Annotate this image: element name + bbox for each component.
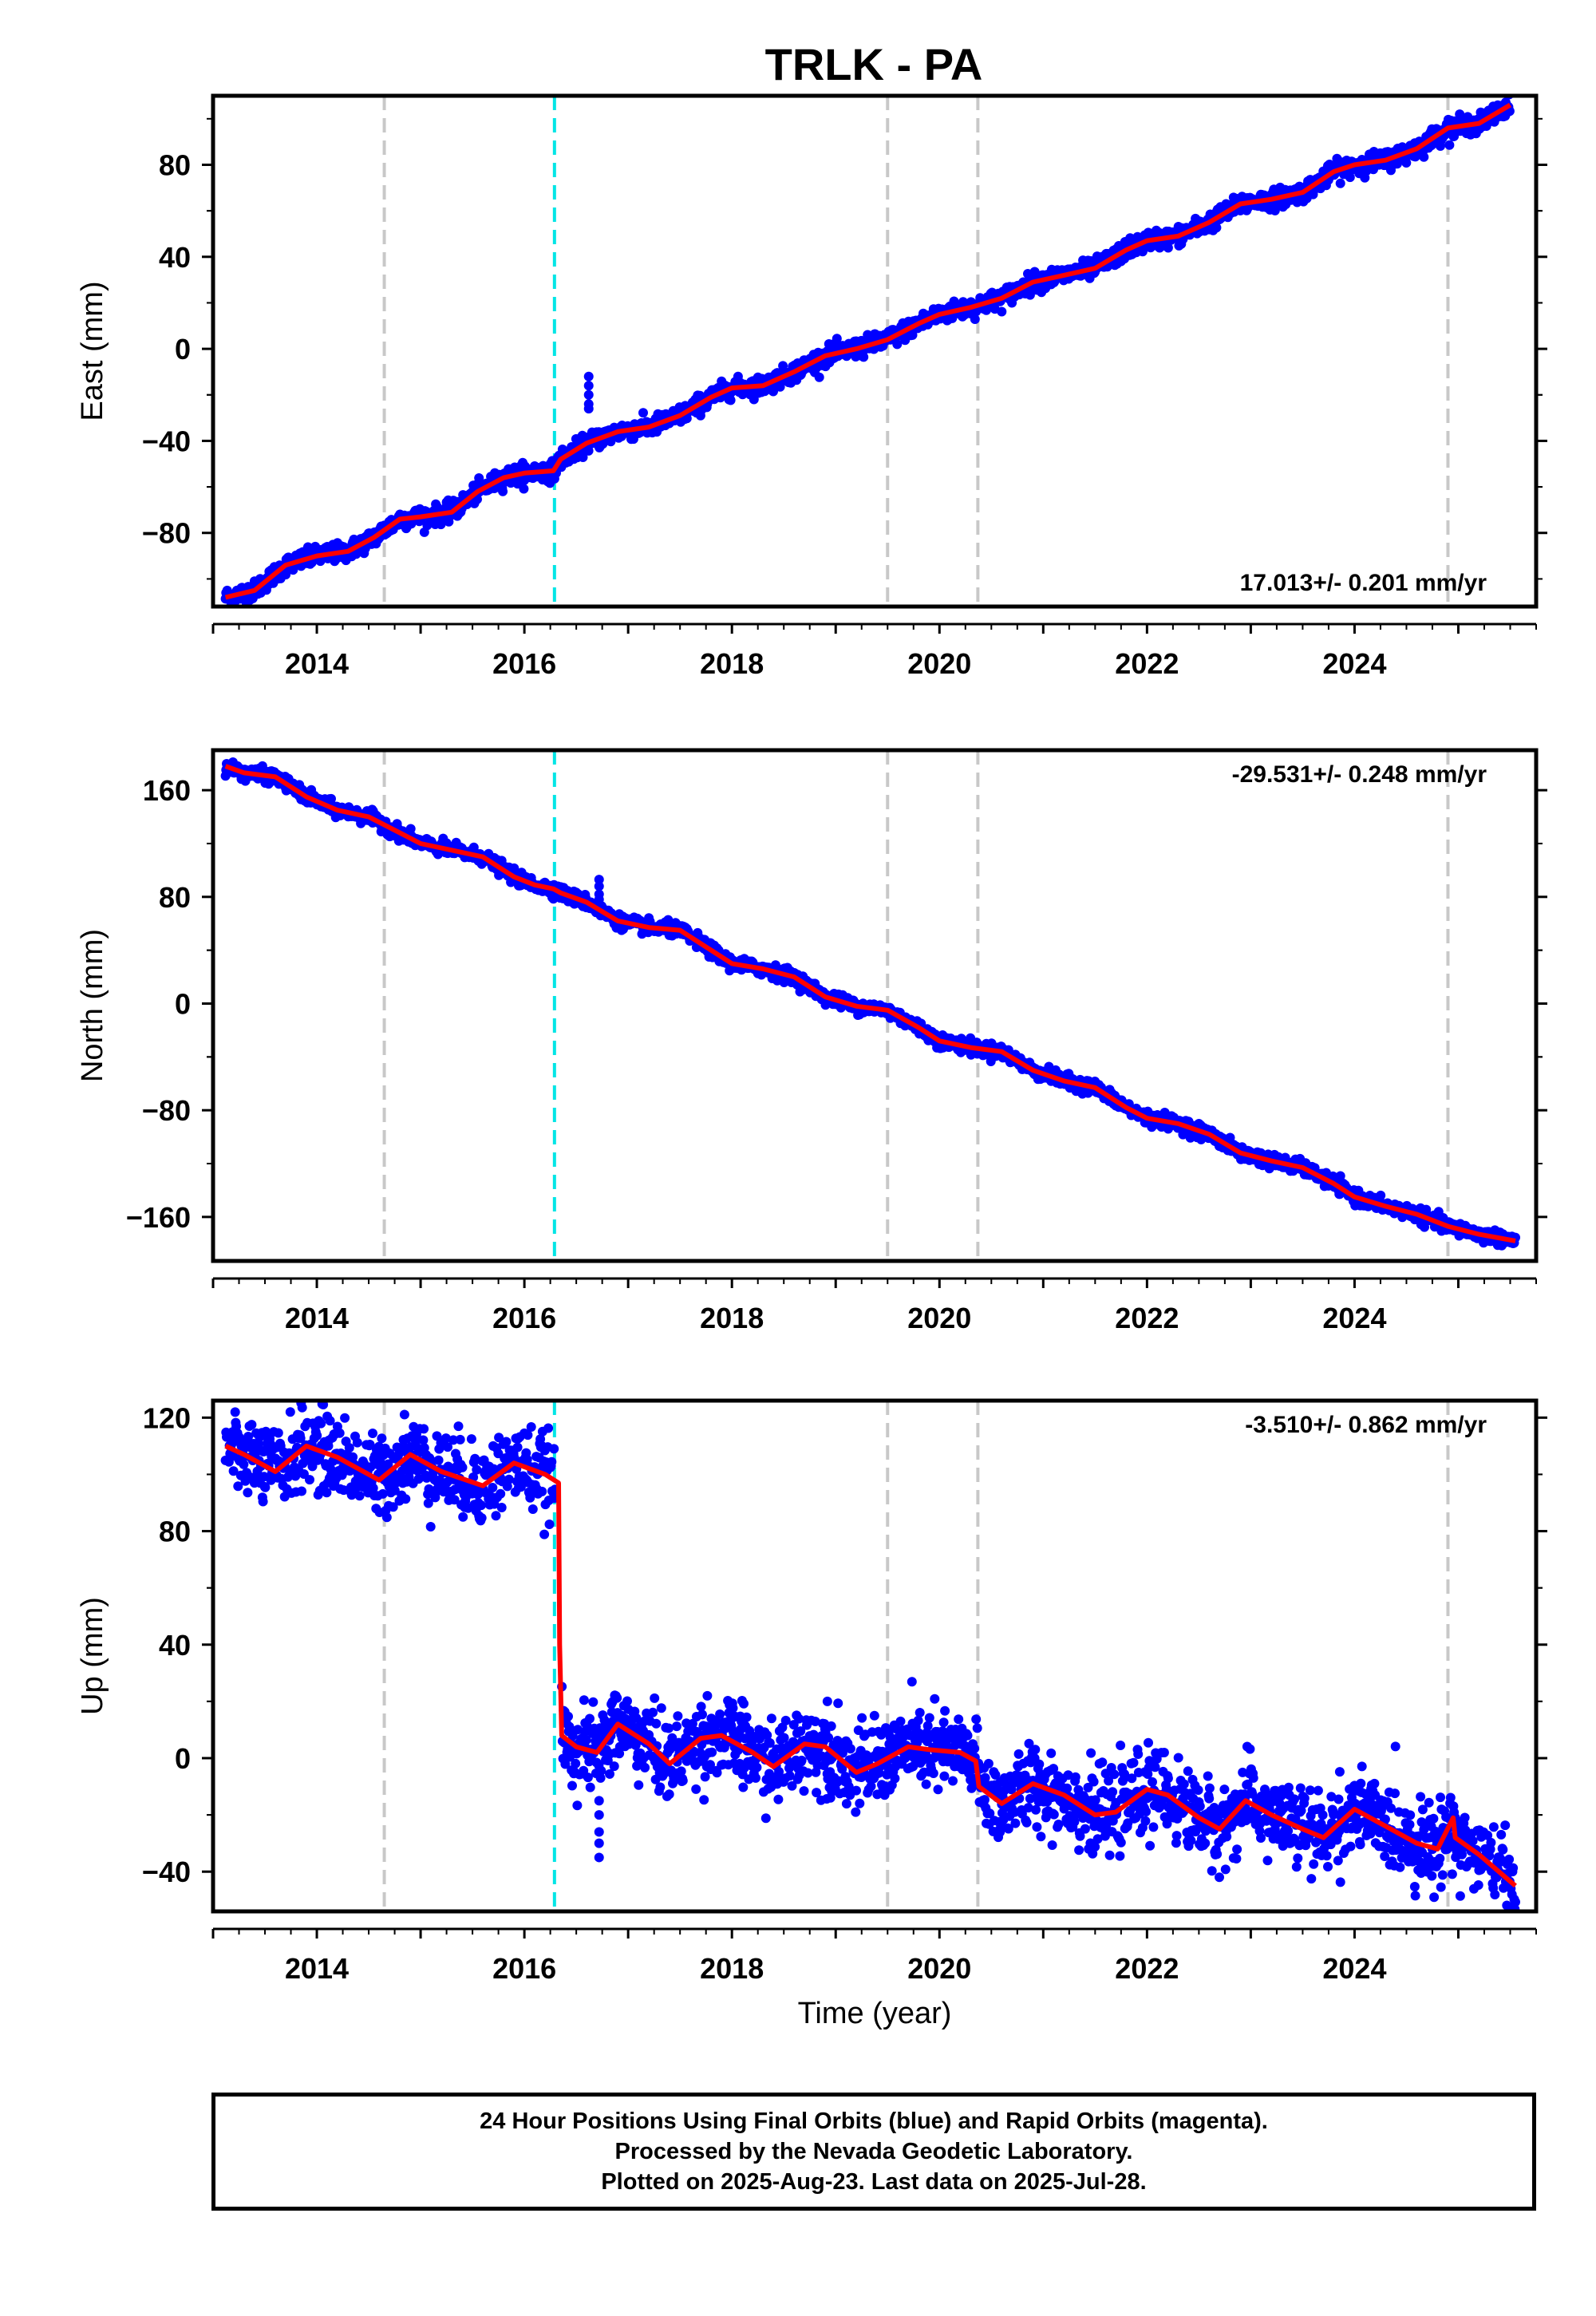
data-point (907, 330, 918, 340)
outlier-point-1 (594, 881, 604, 891)
x-tick-label-0: 2014 (285, 1302, 349, 1334)
data-point (519, 484, 529, 494)
x-tick-label-5: 2024 (1322, 1302, 1386, 1334)
data-point (663, 915, 674, 925)
y-tick-label-3: 40 (159, 241, 191, 274)
y-tick-label-3: 80 (159, 881, 191, 914)
outlier-point-1 (583, 381, 594, 391)
data-point (1444, 140, 1455, 150)
data-points-up (220, 1377, 1520, 1911)
data-point (1211, 223, 1222, 233)
data-point (285, 1407, 295, 1417)
data-point (583, 445, 594, 456)
y-tick-label-1: −40 (142, 425, 191, 457)
x-tick-label-3: 2020 (907, 1302, 971, 1334)
data-points-east (220, 96, 1515, 607)
data-point (1401, 158, 1412, 168)
x-tick-label-3: 2020 (907, 647, 971, 680)
data-point (352, 1437, 362, 1448)
rate-text-north: -29.531+/- 0.248 mm/yr (1232, 761, 1487, 788)
data-point (970, 314, 980, 324)
data-point (297, 1402, 307, 1413)
data-point (859, 352, 869, 362)
data-point (312, 1430, 322, 1441)
data-point (230, 1407, 240, 1417)
figure-title: TRLK - PA (765, 39, 983, 89)
data-point (261, 1426, 271, 1437)
data-point (325, 1416, 335, 1426)
data-point (273, 1428, 283, 1438)
data-point (318, 1401, 329, 1409)
data-point (258, 1496, 268, 1507)
data-point (295, 1433, 306, 1444)
plot-frame-north (211, 748, 1539, 1263)
y-tick-label-2: 0 (175, 987, 191, 1020)
data-point (247, 1420, 257, 1430)
x-tick-label-1: 2016 (492, 1302, 556, 1334)
data-point (354, 1491, 365, 1501)
data-point (725, 395, 736, 405)
data-point (237, 1377, 247, 1387)
data-point (892, 339, 903, 350)
data-point (1376, 1190, 1386, 1200)
x-tick-label-4: 2022 (1115, 1302, 1179, 1334)
outlier-point-0 (583, 371, 594, 381)
data-point (1335, 1171, 1345, 1181)
data-point (498, 486, 508, 496)
data-point (778, 361, 788, 371)
data-point (638, 408, 648, 418)
x-tick-label-0: 2014 (285, 647, 349, 680)
panel-east: −80 −40 0 40 80 2014 2016 2018 2020 2022 2024 East … (76, 93, 1547, 680)
data-point (322, 1488, 332, 1498)
data-point (288, 565, 298, 575)
data-point (340, 1413, 350, 1423)
data-point (1419, 152, 1429, 162)
data-point (297, 1486, 306, 1496)
plot-frame-east (211, 93, 1539, 609)
data-point (228, 1466, 239, 1476)
data-point (334, 1428, 345, 1438)
data-point (233, 1481, 243, 1492)
data-point (260, 1482, 271, 1492)
y-tick-label-2: 0 (175, 333, 191, 366)
model-line-east (224, 102, 1512, 600)
data-point (239, 1459, 249, 1469)
data-points-north (220, 757, 1520, 1251)
y-tick-label-4: 160 (143, 774, 191, 807)
x-tick-label-2: 2018 (700, 647, 764, 680)
data-point (814, 372, 824, 382)
data-point (1345, 172, 1355, 183)
data-point (305, 1475, 314, 1485)
data-point (316, 1418, 326, 1429)
rate-text-east: 17.013+/- 0.201 mm/yr (1240, 570, 1487, 596)
x-tick-label-4: 2022 (1115, 647, 1179, 680)
y-axis-label-east: East (mm) (76, 281, 109, 421)
data-point (344, 1443, 354, 1453)
x-tick-label-5: 2024 (1322, 647, 1386, 680)
data-point (832, 334, 842, 344)
outlier-point-2 (583, 389, 594, 400)
data-point (243, 1488, 253, 1498)
outlier-point-4 (583, 404, 594, 414)
outlier-point-0 (594, 875, 604, 885)
y-tick-label-4: 80 (159, 148, 191, 181)
panels: −80 −40 0 40 80 2014 2016 2018 2020 2022 2024 East … (76, 93, 1547, 2030)
y-axis-label-north: North (mm) (76, 929, 109, 1082)
data-point (997, 306, 1007, 317)
data-point (578, 453, 588, 462)
y-tick-label-0: −80 (142, 517, 191, 550)
data-point (243, 1472, 254, 1481)
data-point (1335, 178, 1345, 188)
model-line-north (224, 764, 1516, 1243)
data-point (1420, 1222, 1429, 1232)
x-tick-label-1: 2016 (492, 647, 556, 680)
outlier-point-3 (594, 895, 604, 905)
x-tick-label-2: 2018 (700, 1302, 764, 1334)
y-tick-label-0: −160 (126, 1201, 191, 1234)
data-point (1163, 243, 1173, 253)
y-tick-label-1: −80 (142, 1094, 191, 1127)
panel-north: −160 −80 0 80 160 2014 2016 2018 2020 2022 2024 Nor… (76, 748, 1547, 1334)
